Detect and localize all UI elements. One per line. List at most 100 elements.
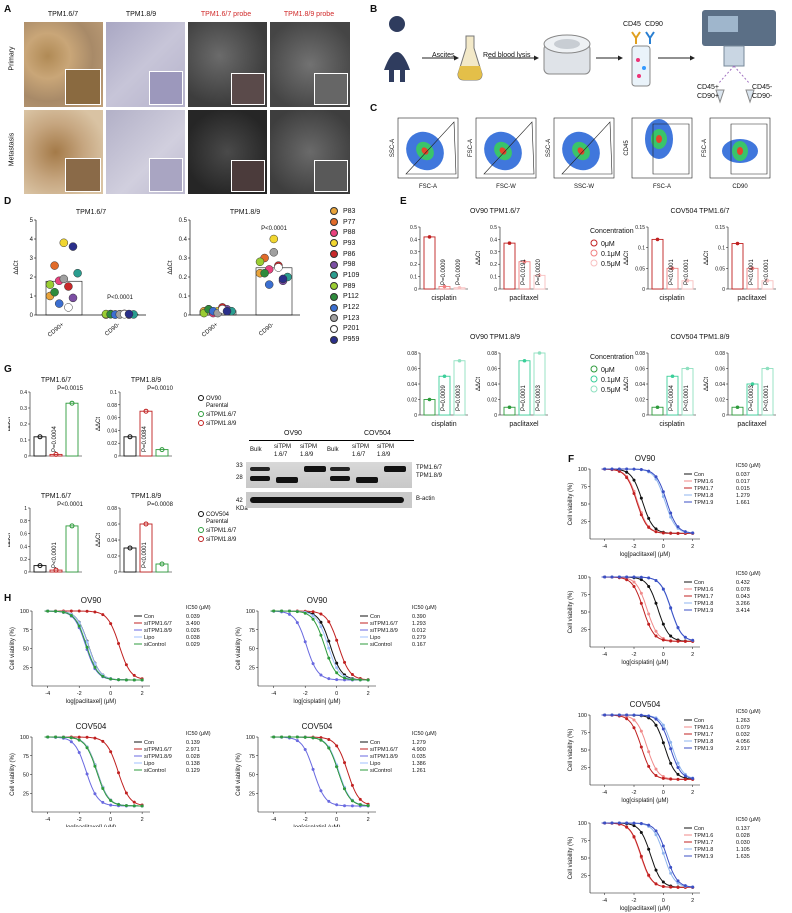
e-ticklabel: 0.05 — [715, 266, 725, 272]
f1-point — [654, 475, 658, 479]
e-point — [442, 284, 447, 289]
g-bar — [49, 453, 63, 457]
f2-point — [654, 629, 658, 633]
panel-a-row-primary: Primary — [8, 46, 16, 71]
f2-ticklabel: 100 — [578, 575, 587, 581]
e-pvalue: P=0.0003 — [749, 384, 755, 411]
d-pvalue-0: P<0.0001 — [107, 295, 134, 301]
g-ticklabel: 0.06 — [107, 522, 117, 528]
e-ylabel: ΔΔCt — [704, 377, 710, 391]
h1-point — [117, 641, 121, 645]
h4-legend-name: Con — [370, 740, 380, 746]
h1-point — [101, 613, 105, 617]
g-bar — [139, 410, 153, 457]
h4-point — [311, 736, 315, 740]
d-point — [68, 242, 78, 251]
legend-label: P77 — [343, 218, 356, 226]
e-ticklabel: 0 — [414, 413, 417, 419]
h2-xticklabel: 2 — [367, 691, 370, 697]
legend-item: P109 — [330, 270, 359, 281]
f4-xticklabel: -2 — [632, 898, 637, 904]
f4-point — [661, 884, 665, 888]
f4-legend-name: Con — [694, 826, 704, 832]
h1-legend-ic50: 0.038 — [186, 635, 200, 641]
h4-point — [335, 744, 339, 748]
g-bar — [33, 436, 47, 457]
h4-point — [319, 738, 323, 742]
d-ticklabel: 0.3 — [179, 256, 188, 262]
g-point — [159, 561, 165, 567]
f3-point — [639, 713, 643, 717]
d-cat-label: CD90+ — [47, 322, 66, 339]
f2-point — [625, 578, 629, 582]
patient-icon — [384, 16, 410, 82]
marker-33: 33 — [236, 463, 243, 469]
ascites-flask-icon — [457, 35, 483, 81]
h3-point — [54, 735, 58, 739]
h2-ic50-header: IC50 (μM) — [412, 605, 437, 611]
h4-legend-ic50: 1.261 — [412, 768, 426, 774]
f2-point — [639, 578, 643, 582]
f1-legend-ic50: 1.661 — [736, 500, 750, 506]
f4-legend-ic50: 1.105 — [736, 847, 750, 853]
panel-a-col-2: TPM1.8/9 — [125, 11, 157, 18]
h3-point — [124, 804, 128, 808]
d-bar — [255, 267, 293, 316]
e-pvalue: P<0.0001 — [684, 258, 690, 285]
f4-point — [676, 881, 680, 885]
h1-curve — [44, 610, 143, 680]
h4-point — [287, 735, 291, 739]
legend-dot-icon — [330, 239, 338, 248]
e-bar — [731, 243, 744, 290]
d-title-1: TPM1.8/9 — [230, 209, 260, 216]
f4-point — [654, 882, 658, 886]
f1-curve — [601, 468, 693, 534]
f3-legend-name: Con — [694, 718, 704, 724]
f2-point — [661, 638, 665, 642]
h2-point — [272, 609, 276, 613]
flow-ylabel-0: SSC-A — [390, 139, 396, 157]
panel-b-workflow — [384, 10, 776, 104]
f4-point — [617, 821, 621, 825]
e-point — [735, 241, 740, 246]
f4-legend-ic50: 0.137 — [736, 826, 750, 832]
panel-a-col-3: TPM1.6/7 probe — [200, 11, 252, 18]
f3-xticklabel: -4 — [602, 790, 607, 796]
h4-title: COV504 — [302, 722, 333, 731]
h1-point — [124, 663, 128, 667]
h3-ic50-header: IC50 (μM) — [186, 731, 211, 737]
h4-xticklabel: -4 — [271, 817, 276, 823]
h3-point — [101, 739, 105, 743]
f3-point — [647, 714, 651, 718]
flow-ylabel-3: CD45 — [624, 140, 630, 156]
g-bar — [123, 547, 137, 573]
h2-xticklabel: 0 — [335, 691, 338, 697]
h1-curve — [44, 610, 143, 681]
e-cat-label: cisplatin — [659, 421, 684, 428]
h4-point — [327, 799, 331, 803]
f4-point — [647, 873, 651, 877]
g-point — [37, 563, 43, 569]
f3-point — [676, 772, 680, 776]
f4-point — [610, 821, 614, 825]
f4-curve — [601, 822, 693, 888]
f2-point — [676, 625, 680, 629]
h3-legend-ic50: 2.971 — [186, 747, 200, 753]
g-point — [159, 447, 165, 453]
h1-ticklabel: 100 — [20, 609, 29, 615]
e-legend-title: Concentration — [590, 228, 634, 235]
g-pvalue: P=0.0004 — [52, 425, 58, 452]
panel-letter-g: G — [4, 364, 12, 375]
h3-point — [61, 735, 65, 739]
marker-42: 42 — [236, 498, 243, 504]
d-point — [50, 287, 59, 297]
e-title-3: COV504 TPM1.8/9 — [670, 334, 729, 341]
f4-curve — [601, 822, 693, 888]
panel-d-legend: P83 P77 P88 P93 P86 P98 P109 P89 P112 P122 P123 P20… — [330, 206, 359, 345]
h2-point — [366, 678, 370, 682]
g-pvalue: P=0.0010 — [147, 386, 174, 392]
d-point — [278, 274, 288, 284]
f1-legend-ic50: 0.015 — [736, 486, 750, 492]
f3-point — [669, 740, 673, 744]
h2-point — [287, 612, 291, 616]
